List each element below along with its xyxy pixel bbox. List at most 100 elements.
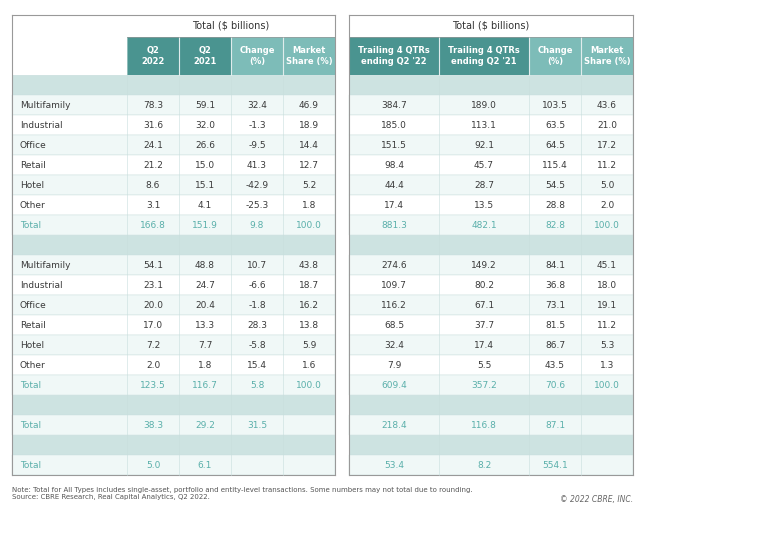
Text: 1.6: 1.6	[302, 361, 316, 369]
Text: 7.7: 7.7	[198, 340, 213, 350]
Text: 23.1: 23.1	[143, 281, 163, 289]
Text: 29.2: 29.2	[195, 420, 215, 430]
Bar	[349, 37, 439, 75]
Text: Trailing 4 QTRs
ending Q2 '22: Trailing 4 QTRs ending Q2 '22	[358, 46, 430, 66]
Text: 151.9: 151.9	[192, 220, 218, 230]
Text: Total: Total	[20, 460, 41, 470]
Text: 32.4: 32.4	[384, 340, 404, 350]
Text: 45.1: 45.1	[597, 260, 617, 270]
Bar	[127, 37, 179, 75]
Text: 70.6: 70.6	[545, 380, 565, 390]
Text: 274.6: 274.6	[381, 260, 407, 270]
Bar	[12, 155, 335, 175]
Bar	[349, 175, 633, 195]
Text: 5.5: 5.5	[477, 361, 491, 369]
Text: Total ($ billions): Total ($ billions)	[192, 21, 270, 31]
Text: 21.2: 21.2	[143, 161, 163, 169]
Text: 100.0: 100.0	[594, 220, 620, 230]
Text: Trailing 4 QTRs
ending Q2 '21: Trailing 4 QTRs ending Q2 '21	[448, 46, 520, 66]
Text: 44.4: 44.4	[384, 180, 404, 190]
Text: 24.1: 24.1	[143, 140, 163, 150]
Text: -6.6: -6.6	[248, 281, 266, 289]
Bar	[12, 195, 335, 215]
Bar	[12, 415, 335, 435]
Text: 3.1: 3.1	[146, 201, 160, 209]
Text: 28.7: 28.7	[474, 180, 494, 190]
Bar	[349, 395, 633, 415]
Text: 6.1: 6.1	[198, 460, 213, 470]
Text: Industrial: Industrial	[20, 121, 62, 129]
Text: 384.7: 384.7	[381, 100, 407, 110]
Text: 17.4: 17.4	[474, 340, 494, 350]
Text: 5.2: 5.2	[302, 180, 316, 190]
Text: 2.0: 2.0	[600, 201, 614, 209]
Bar	[179, 37, 231, 75]
Text: 37.7: 37.7	[474, 321, 494, 329]
Bar	[12, 235, 335, 255]
Bar	[12, 435, 335, 455]
Text: Total: Total	[20, 420, 41, 430]
Text: 24.7: 24.7	[195, 281, 215, 289]
Bar	[12, 375, 335, 395]
Text: Total ($ billions): Total ($ billions)	[453, 21, 530, 31]
Bar	[439, 37, 529, 75]
Text: Note: Total for All Types includes single-asset, portfolio and entity-level tran: Note: Total for All Types includes singl…	[12, 487, 473, 500]
Text: 63.5: 63.5	[545, 121, 565, 129]
Text: 151.5: 151.5	[381, 140, 407, 150]
Text: Market
Share (%): Market Share (%)	[286, 46, 333, 66]
Text: -5.8: -5.8	[248, 340, 266, 350]
Text: 5.0: 5.0	[146, 460, 160, 470]
Text: Office: Office	[20, 300, 47, 310]
Text: 41.3: 41.3	[247, 161, 267, 169]
Text: 54.1: 54.1	[143, 260, 163, 270]
Text: 20.0: 20.0	[143, 300, 163, 310]
Text: Multifamily: Multifamily	[20, 260, 71, 270]
Text: © 2022 CBRE, INC.: © 2022 CBRE, INC.	[560, 495, 633, 504]
Bar	[12, 215, 335, 235]
Text: 149.2: 149.2	[471, 260, 497, 270]
Text: -1.3: -1.3	[248, 121, 266, 129]
Text: 46.9: 46.9	[299, 100, 319, 110]
Text: 1.8: 1.8	[198, 361, 213, 369]
Text: Other: Other	[20, 201, 45, 209]
Text: Q2
2021: Q2 2021	[193, 46, 216, 66]
Text: 67.1: 67.1	[474, 300, 494, 310]
Text: 15.4: 15.4	[247, 361, 267, 369]
Bar	[12, 275, 335, 295]
Text: 4.1: 4.1	[198, 201, 212, 209]
Text: 13.8: 13.8	[299, 321, 319, 329]
Bar	[349, 335, 633, 355]
Text: Retail: Retail	[20, 161, 46, 169]
Bar	[12, 395, 335, 415]
Text: Change
(%): Change (%)	[537, 46, 573, 66]
Text: 86.7: 86.7	[545, 340, 565, 350]
Text: 116.2: 116.2	[381, 300, 407, 310]
Text: 78.3: 78.3	[143, 100, 163, 110]
Bar	[349, 315, 633, 335]
Text: -25.3: -25.3	[246, 201, 269, 209]
Bar	[349, 415, 633, 435]
Text: 5.3: 5.3	[600, 340, 614, 350]
Text: 10.7: 10.7	[247, 260, 267, 270]
Bar	[349, 375, 633, 395]
Text: 31.5: 31.5	[247, 420, 267, 430]
Text: 16.2: 16.2	[299, 300, 319, 310]
Text: 103.5: 103.5	[542, 100, 568, 110]
Text: 43.8: 43.8	[299, 260, 319, 270]
Text: -9.5: -9.5	[248, 140, 266, 150]
Text: 113.1: 113.1	[471, 121, 497, 129]
Text: 17.4: 17.4	[384, 201, 404, 209]
Text: 82.8: 82.8	[545, 220, 565, 230]
Bar	[349, 235, 633, 255]
Text: 28.3: 28.3	[247, 321, 267, 329]
Text: 19.1: 19.1	[597, 300, 617, 310]
Text: Total: Total	[20, 380, 41, 390]
Text: 31.6: 31.6	[143, 121, 163, 129]
Text: 18.9: 18.9	[299, 121, 319, 129]
Text: 98.4: 98.4	[384, 161, 404, 169]
Text: 14.4: 14.4	[299, 140, 319, 150]
Bar	[349, 435, 633, 455]
Text: 36.8: 36.8	[545, 281, 565, 289]
Text: 109.7: 109.7	[381, 281, 407, 289]
Text: 100.0: 100.0	[594, 380, 620, 390]
